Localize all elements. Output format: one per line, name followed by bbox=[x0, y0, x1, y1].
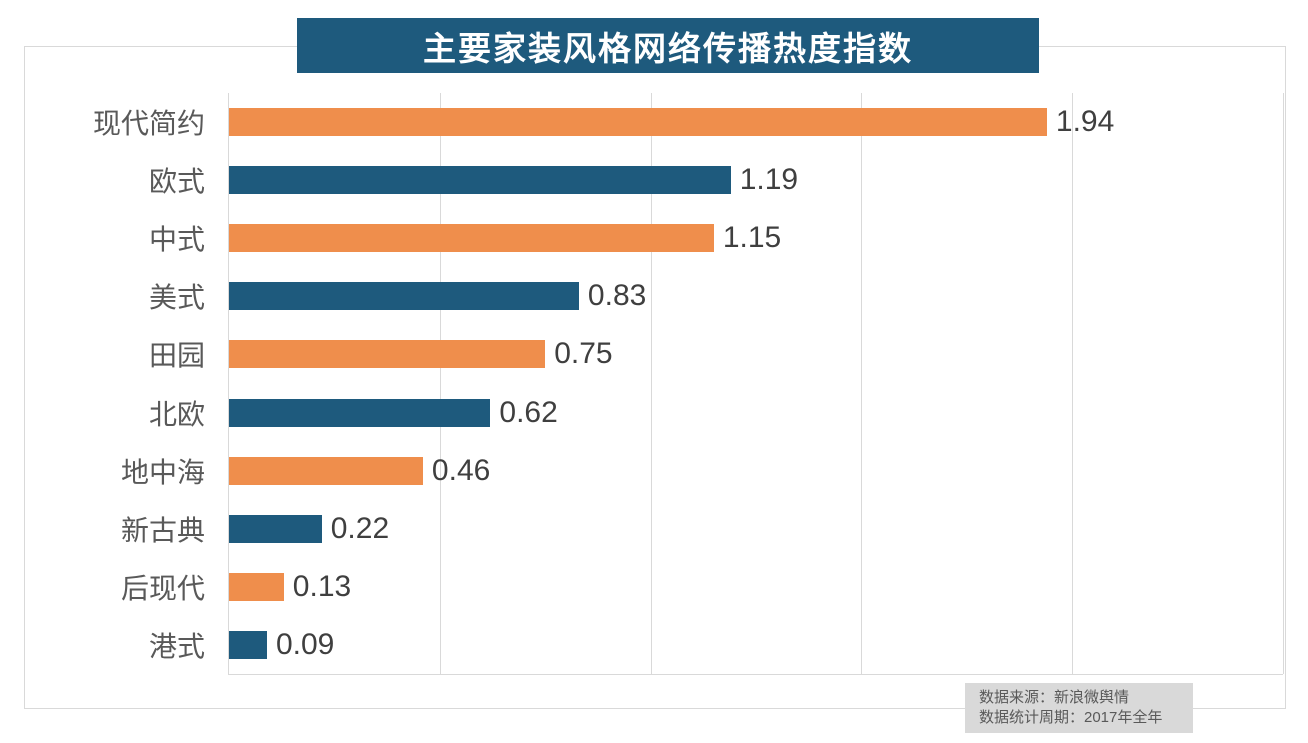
value-label: 0.46 bbox=[431, 453, 491, 487]
category-label: 北欧 bbox=[148, 398, 205, 430]
gridline bbox=[861, 93, 863, 674]
bar-row: 0.22 bbox=[229, 500, 1283, 558]
value-label: 0.75 bbox=[554, 337, 613, 371]
bar-row: 0.62 bbox=[229, 383, 1283, 441]
category-label: 美式 bbox=[148, 282, 205, 314]
category-label: 田园 bbox=[148, 340, 205, 372]
value-label: 1.94 bbox=[1055, 105, 1115, 139]
chart-title: 主要家装风格网络传播热度指数 bbox=[423, 29, 913, 67]
value-label: 0.62 bbox=[499, 395, 558, 429]
category-label: 新古典 bbox=[120, 514, 205, 546]
value-label: 0.22 bbox=[330, 511, 390, 545]
gridline bbox=[439, 93, 441, 674]
category-label: 现代简约 bbox=[92, 108, 205, 140]
bar bbox=[229, 282, 579, 311]
category-axis: 现代简约欧式中式美式田园北欧地中海新古典后现代港式 bbox=[0, 93, 214, 674]
value-label: 0.09 bbox=[275, 627, 335, 661]
bar bbox=[229, 166, 731, 195]
bar bbox=[229, 398, 491, 427]
category-label: 地中海 bbox=[120, 456, 205, 488]
bar-row: 0.75 bbox=[229, 325, 1283, 383]
value-label: 1.15 bbox=[722, 221, 782, 255]
bar bbox=[229, 514, 322, 543]
bar bbox=[229, 630, 267, 659]
gridline bbox=[1072, 93, 1074, 674]
bar bbox=[229, 108, 1047, 137]
gridline bbox=[1283, 93, 1284, 674]
data-source-line: 数据来源：新浪微舆情 bbox=[979, 689, 1130, 706]
bar bbox=[229, 456, 423, 485]
bar-row: 1.15 bbox=[229, 209, 1283, 267]
data-source-box: 数据来源：新浪微舆情 数据统计周期：2017年全年 bbox=[965, 683, 1193, 733]
bar bbox=[229, 224, 714, 253]
category-label: 欧式 bbox=[148, 166, 205, 198]
bar bbox=[229, 572, 284, 601]
value-label: 0.83 bbox=[587, 279, 647, 313]
bars-layer: 1.94 1.19 1.15 0.83 0.75 0.62 0.46 0.22 0.13 0.09 bbox=[229, 93, 1283, 674]
bar-row: 1.94 bbox=[229, 93, 1283, 151]
bar-row: 0.46 bbox=[229, 442, 1283, 500]
plot-area: 1.94 1.19 1.15 0.83 0.75 0.62 0.46 0.22 0.13 0.09 bbox=[228, 93, 1284, 675]
data-period-line: 数据统计周期：2017年全年 bbox=[979, 709, 1163, 726]
chart-title-box: 主要家装风格网络传播热度指数 bbox=[297, 18, 1039, 73]
bar-row: 0.09 bbox=[229, 616, 1283, 674]
category-label: 后现代 bbox=[120, 572, 205, 604]
value-label: 0.13 bbox=[292, 569, 352, 603]
category-label: 中式 bbox=[148, 224, 205, 256]
bar bbox=[229, 340, 546, 369]
bar-row: 1.19 bbox=[229, 151, 1283, 209]
gridline bbox=[650, 93, 652, 674]
category-label: 港式 bbox=[148, 630, 205, 662]
bar-row: 0.83 bbox=[229, 267, 1283, 325]
value-label: 1.19 bbox=[739, 163, 799, 197]
bar-row: 0.13 bbox=[229, 558, 1283, 616]
